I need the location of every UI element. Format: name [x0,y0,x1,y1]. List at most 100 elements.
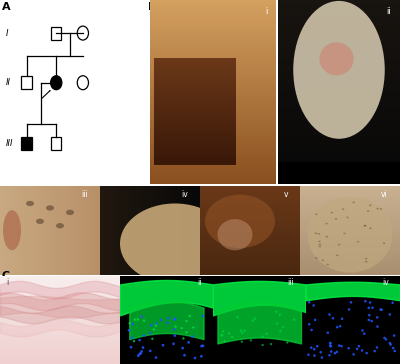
Text: B: B [148,2,156,12]
Point [338,343,345,349]
Point [277,328,284,334]
Point [273,309,280,314]
Point [181,352,188,358]
Ellipse shape [308,197,392,273]
Point [354,346,360,352]
Point [172,316,178,322]
Point [337,323,344,329]
Point [387,340,393,346]
Point [260,342,266,348]
Point [374,314,380,320]
Point [356,343,362,349]
Point [132,317,138,323]
Point [129,335,135,341]
Ellipse shape [380,208,382,210]
Point [126,327,132,333]
Point [164,320,171,326]
Ellipse shape [343,233,346,234]
Point [239,339,245,345]
Point [149,336,156,342]
Point [306,299,312,305]
Point [368,318,375,324]
Ellipse shape [364,225,366,227]
Text: vi: vi [381,190,388,199]
Point [348,300,354,305]
Ellipse shape [352,202,355,203]
Point [367,300,373,305]
Point [248,337,254,343]
Point [388,341,394,347]
Text: iv: iv [181,190,188,199]
Point [126,320,133,326]
Point [372,348,378,354]
Text: iii: iii [288,278,294,287]
Circle shape [51,76,62,90]
Point [318,349,324,355]
Point [154,321,160,327]
Point [390,300,396,306]
Point [186,340,192,345]
Point [263,331,270,337]
Text: C: C [1,271,9,281]
Point [252,316,258,321]
Point [310,302,317,308]
Ellipse shape [293,1,385,139]
Point [390,345,396,351]
Ellipse shape [320,42,354,75]
Point [147,330,153,336]
Point [306,321,312,327]
Point [138,351,144,356]
Point [324,330,331,336]
Point [332,350,338,356]
Text: ii: ii [197,278,202,287]
Point [362,298,368,304]
Ellipse shape [325,223,328,225]
Ellipse shape [315,257,318,259]
FancyBboxPatch shape [22,137,32,150]
Text: i: i [6,278,8,287]
Point [346,345,352,351]
Point [391,333,397,339]
Ellipse shape [369,228,372,229]
FancyBboxPatch shape [22,76,32,89]
Point [311,346,318,352]
Ellipse shape [218,219,252,250]
Ellipse shape [46,205,54,211]
Ellipse shape [318,233,320,235]
Point [172,324,179,329]
Text: III: III [6,139,14,148]
Ellipse shape [365,258,367,260]
Ellipse shape [315,213,318,215]
Point [366,312,372,318]
Point [374,345,380,351]
Point [312,317,318,323]
Point [226,331,232,336]
Point [198,353,204,359]
Ellipse shape [369,205,372,206]
Ellipse shape [346,217,349,218]
Point [319,355,325,360]
Ellipse shape [364,225,366,226]
Ellipse shape [336,254,338,256]
Ellipse shape [322,260,324,261]
Point [366,317,372,323]
Point [359,348,365,353]
Point [366,305,372,311]
Point [172,333,178,339]
Ellipse shape [319,244,321,245]
Point [234,314,241,320]
Point [239,330,245,336]
Point [291,317,298,323]
Ellipse shape [330,212,333,214]
Point [381,335,388,341]
Point [160,342,166,348]
Ellipse shape [326,236,328,238]
Point [219,332,226,338]
Point [268,341,274,347]
Point [198,343,205,349]
Point [280,324,286,330]
Point [305,352,312,358]
Point [308,327,315,333]
Point [328,349,334,355]
Point [140,345,146,351]
